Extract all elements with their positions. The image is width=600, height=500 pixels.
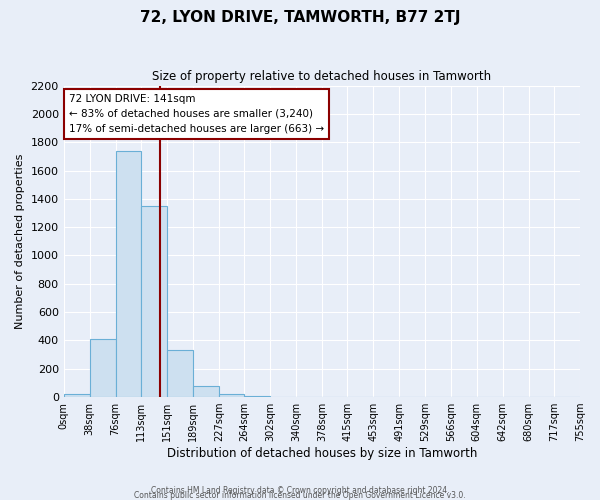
Bar [193, 386, 219, 397]
Bar [116, 150, 141, 397]
Text: Contains HM Land Registry data © Crown copyright and database right 2024.: Contains HM Land Registry data © Crown c… [151, 486, 449, 495]
Text: 72 LYON DRIVE: 141sqm
← 83% of detached houses are smaller (3,240)
17% of semi-d: 72 LYON DRIVE: 141sqm ← 83% of detached … [69, 94, 324, 134]
Bar [219, 394, 244, 397]
Title: Size of property relative to detached houses in Tamworth: Size of property relative to detached ho… [152, 70, 491, 83]
Bar [141, 206, 167, 397]
Bar [244, 396, 270, 397]
Bar [89, 339, 116, 397]
Y-axis label: Number of detached properties: Number of detached properties [15, 154, 25, 329]
Bar [64, 394, 89, 397]
Text: Contains public sector information licensed under the Open Government Licence v3: Contains public sector information licen… [134, 491, 466, 500]
Bar [167, 350, 193, 397]
Text: 72, LYON DRIVE, TAMWORTH, B77 2TJ: 72, LYON DRIVE, TAMWORTH, B77 2TJ [140, 10, 460, 25]
X-axis label: Distribution of detached houses by size in Tamworth: Distribution of detached houses by size … [167, 447, 477, 460]
